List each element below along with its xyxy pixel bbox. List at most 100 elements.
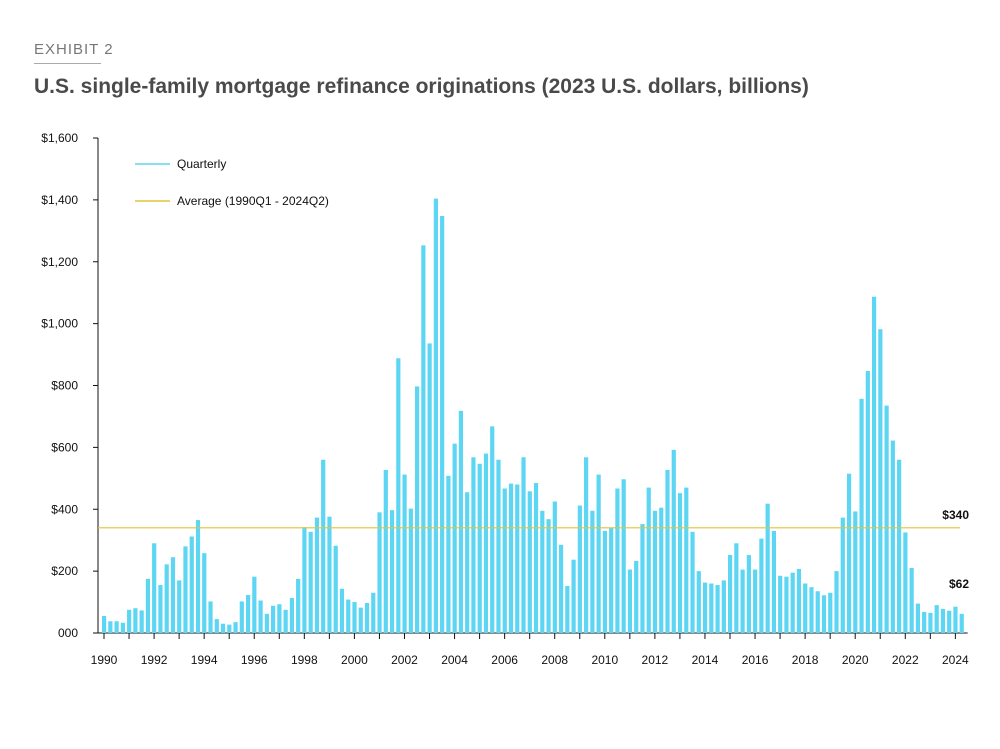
- x-tick-label: 2016: [742, 653, 769, 667]
- bar: [302, 527, 307, 633]
- exhibit-underline: [34, 63, 101, 64]
- bar: [490, 426, 495, 633]
- bar: [127, 609, 132, 633]
- bar: [740, 569, 745, 633]
- bar: [828, 592, 833, 633]
- bar: [396, 358, 401, 633]
- bar: [871, 296, 877, 633]
- bar: [840, 517, 845, 633]
- bar: [364, 602, 370, 633]
- bar: [659, 507, 664, 633]
- bar: [571, 559, 576, 633]
- bar: [258, 600, 263, 633]
- bar: [183, 546, 188, 633]
- bar: [959, 613, 964, 633]
- x-tick-label: 1992: [141, 653, 168, 667]
- bar: [696, 571, 701, 633]
- bar: [408, 508, 413, 633]
- bar: [602, 530, 607, 633]
- bar: [440, 215, 445, 633]
- x-tick-label: 1990: [91, 653, 118, 667]
- x-tick-label: 1994: [191, 653, 218, 667]
- bar: [102, 615, 107, 633]
- bar: [170, 557, 176, 633]
- bar: [878, 329, 883, 633]
- y-tick-label: $200: [51, 564, 78, 578]
- bar: [677, 493, 683, 633]
- y-tick-label: $1,600: [41, 131, 78, 145]
- bar: [145, 578, 151, 633]
- bar: [721, 580, 726, 633]
- bar: [590, 510, 595, 633]
- x-tick-label: 1998: [291, 653, 318, 667]
- x-tick-label: 2004: [441, 653, 468, 667]
- last-value-annotation: $62: [949, 577, 969, 591]
- bar: [790, 572, 795, 633]
- bar: [358, 607, 363, 633]
- bar: [339, 588, 345, 633]
- bar: [615, 488, 620, 633]
- bar: [609, 527, 614, 633]
- bar: [928, 612, 933, 633]
- bar: [271, 605, 276, 633]
- y-tick-label: $800: [51, 379, 78, 393]
- exhibit-label: EXHIBIT 2: [34, 41, 114, 58]
- x-tick-label: 2006: [491, 653, 518, 667]
- x-tick-label: 2002: [391, 653, 418, 667]
- bar: [277, 604, 282, 633]
- bar: [621, 479, 626, 633]
- legend: Quarterly Average (1990Q1 - 2024Q2): [135, 157, 329, 208]
- bar: [220, 623, 226, 633]
- bar: [834, 571, 839, 633]
- bar: [333, 545, 338, 633]
- x-tick-label: 2022: [892, 653, 919, 667]
- x-axis: 1990 1992 1994 1996 1998 2000 2002 2004 2006 2008…: [91, 632, 969, 667]
- legend-label-quarterly: Quarterly: [177, 157, 226, 171]
- bar: [759, 538, 764, 633]
- bar: [227, 624, 232, 633]
- bar: [934, 605, 939, 633]
- bar: [709, 583, 714, 633]
- bar: [690, 531, 695, 633]
- y-tick-label: $400: [51, 502, 78, 516]
- bar: [239, 601, 244, 633]
- bar: [540, 510, 545, 633]
- bar: [558, 544, 564, 633]
- bar: [665, 469, 670, 633]
- bars: [98, 198, 964, 633]
- bar: [915, 603, 920, 633]
- bar: [108, 621, 113, 633]
- bar: [815, 591, 820, 633]
- y-tick-label: 000: [58, 626, 78, 640]
- bar: [458, 410, 464, 633]
- bar: [953, 606, 958, 633]
- bar: [483, 453, 489, 633]
- bar: [646, 487, 651, 633]
- bar: [803, 583, 808, 633]
- x-tick-label: 2012: [642, 653, 669, 667]
- bar: [865, 370, 870, 633]
- bar: [671, 449, 676, 633]
- x-tick-label: 2018: [792, 653, 819, 667]
- bar: [640, 524, 645, 633]
- legend-label-average: Average (1990Q1 - 2024Q2): [177, 194, 329, 208]
- bar: [821, 595, 827, 633]
- bar: [565, 585, 570, 633]
- bar: [195, 520, 201, 633]
- x-tick-label: 2010: [591, 653, 618, 667]
- bar: [521, 457, 526, 633]
- bar: [502, 488, 507, 633]
- bar: [158, 585, 163, 633]
- bar: [809, 587, 814, 633]
- bar: [596, 474, 601, 633]
- bar: [922, 611, 927, 633]
- bar: [552, 501, 557, 633]
- bar: [189, 536, 194, 633]
- bar: [389, 510, 395, 633]
- y-tick-label: $1,400: [41, 193, 78, 207]
- bar: [452, 443, 457, 633]
- bar: [903, 532, 908, 633]
- bar: [377, 512, 382, 633]
- bar: [890, 440, 895, 633]
